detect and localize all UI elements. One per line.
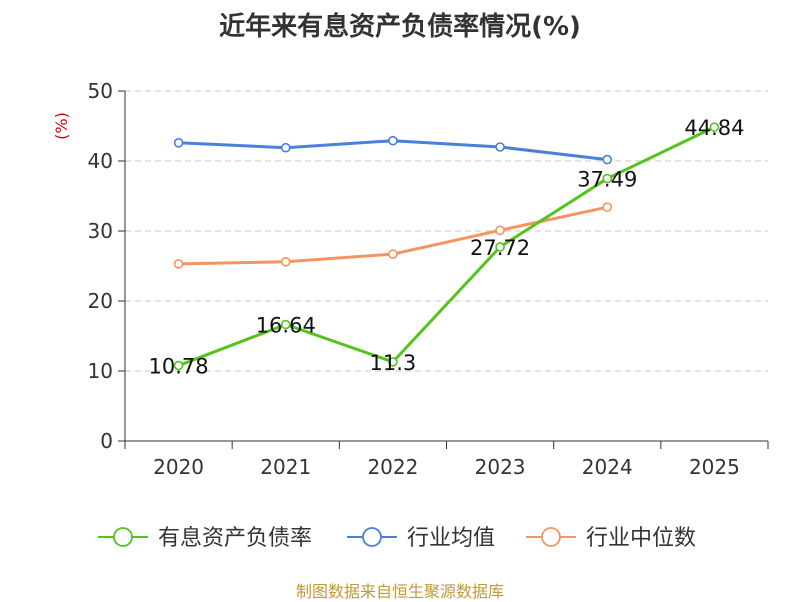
- legend-marker: [362, 527, 382, 547]
- x-tick-label: 2025: [689, 455, 740, 479]
- data-point: [495, 142, 505, 152]
- source-note: 制图数据来自恒生聚源数据库: [295, 582, 504, 601]
- data-point: [173, 138, 184, 148]
- legend-marker: [541, 527, 561, 547]
- data-point: [173, 360, 184, 371]
- series-group: [173, 122, 720, 371]
- x-tick-label: 2024: [582, 455, 633, 479]
- data-point: [388, 357, 398, 367]
- y-axis-label: (%): [52, 112, 71, 140]
- data-point: [602, 202, 613, 212]
- data-point: [495, 242, 505, 252]
- data-point: [602, 173, 613, 184]
- axes: 0 10 20 30 40 50 (%) 2020 2021 2022 2023 2024 2025: [52, 79, 769, 479]
- data-point: [173, 259, 184, 269]
- data-point: [280, 142, 291, 153]
- data-point: [388, 135, 398, 146]
- data-labels: 10.78 16.64 11.3 27.72 37.49 44.84: [149, 116, 745, 378]
- legend-marker: [113, 527, 133, 547]
- x-tick-label: 2020: [153, 455, 204, 479]
- data-label: 37.49: [577, 168, 637, 192]
- legend-label: 行业中位数: [586, 526, 696, 551]
- data-point: [388, 249, 398, 259]
- data-label: 10.78: [149, 355, 209, 379]
- x-tick-label: 2022: [367, 455, 418, 479]
- data-point: [602, 154, 613, 165]
- y-tick-label: 20: [88, 289, 113, 313]
- x-tick-label: 2023: [475, 455, 526, 479]
- y-tick-label: 50: [88, 79, 113, 103]
- data-label: 11.3: [370, 351, 417, 375]
- x-tick-label: 2021: [260, 455, 311, 479]
- legend-label: 行业均值: [407, 526, 495, 551]
- series-line-0: [178, 125, 716, 367]
- y-tick-label: 10: [88, 359, 113, 383]
- data-point: [495, 225, 505, 236]
- data-point: [709, 122, 720, 132]
- data-label: 16.64: [256, 314, 316, 338]
- y-tick-label: 40: [88, 149, 113, 173]
- gridlines: [125, 90, 768, 372]
- chart-title: 近年来有息资产负债率情况(%): [219, 12, 581, 42]
- data-point: [280, 256, 291, 267]
- data-label: 27.72: [470, 236, 530, 260]
- legend-label: 有息资产负债率: [158, 526, 312, 551]
- y-tick-label: 0: [100, 429, 113, 453]
- data-label: 44.84: [684, 116, 744, 140]
- y-tick-label: 30: [88, 219, 113, 243]
- legend: 有息资产负债率 行业均值 行业中位数: [98, 526, 696, 551]
- data-point: [280, 319, 291, 330]
